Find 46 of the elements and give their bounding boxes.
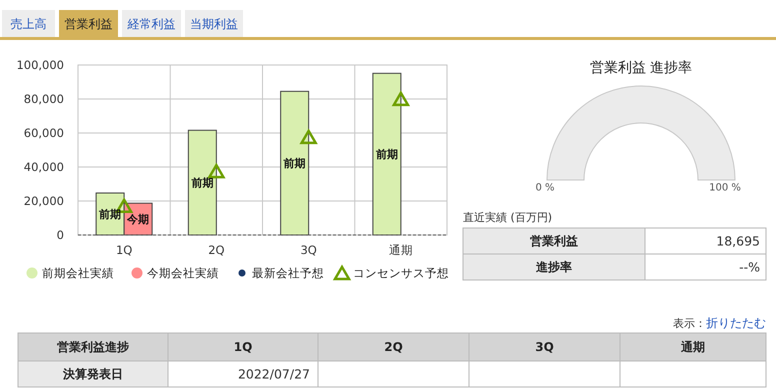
y-tick-label: 40,000 (24, 160, 64, 174)
bar (188, 130, 217, 236)
point (392, 92, 410, 106)
y-tick-label: 100,000 (16, 58, 64, 72)
text: 0 % (535, 182, 555, 194)
text: 経常利益 (126, 17, 176, 32)
text: 100 % (709, 182, 741, 194)
text: 18,695 (716, 233, 760, 248)
y-tick-label: 20,000 (24, 194, 64, 208)
bar (280, 90, 310, 236)
annotation: 前期 (190, 176, 214, 190)
y-tick-label: 80,000 (24, 92, 64, 106)
text: 営業利益進捗 (57, 340, 129, 354)
bar (372, 72, 402, 236)
text: 進捗率 (535, 260, 572, 274)
annotation: 今期 (126, 213, 150, 226)
text: 営業利益 (64, 17, 112, 32)
text: 売上高 (10, 17, 46, 32)
y-tick-label: 60,000 (24, 126, 64, 140)
y-tick-label: 0 (56, 228, 64, 242)
text: 折りたたむ (706, 316, 766, 330)
legend-label: 今期会社実績 (147, 266, 219, 280)
point (300, 130, 317, 144)
annotation: 前期 (282, 157, 306, 170)
legend-label: 前期会社実績 (42, 266, 114, 280)
x-tick-label: 通期 (388, 243, 413, 258)
x-tick-label: 1Q (116, 243, 132, 258)
text: 1Q (234, 340, 252, 354)
x-tick-label: 3Q (300, 243, 317, 258)
legend-label: 最新会社予想 (252, 266, 324, 280)
text: 3Q (535, 340, 554, 354)
annotation: 前期 (98, 208, 122, 221)
legend-label: コンセンサス予想 (353, 266, 449, 280)
text: 営業利益 進捗率 (590, 60, 692, 76)
text: 当期利益 (190, 17, 238, 32)
text: 通期 (680, 340, 705, 354)
x-tick-label: 2Q (208, 243, 225, 258)
text: --% (739, 259, 760, 274)
text: 直近実績 (百万円) (463, 210, 552, 224)
text: 表示： (673, 316, 706, 330)
point (208, 164, 225, 178)
text: 決算発表日 (62, 367, 123, 382)
text: 営業利益 (530, 234, 578, 248)
text: 2022/07/27 (238, 366, 310, 382)
text: 2Q (384, 340, 403, 354)
annotation: 前期 (374, 148, 398, 162)
